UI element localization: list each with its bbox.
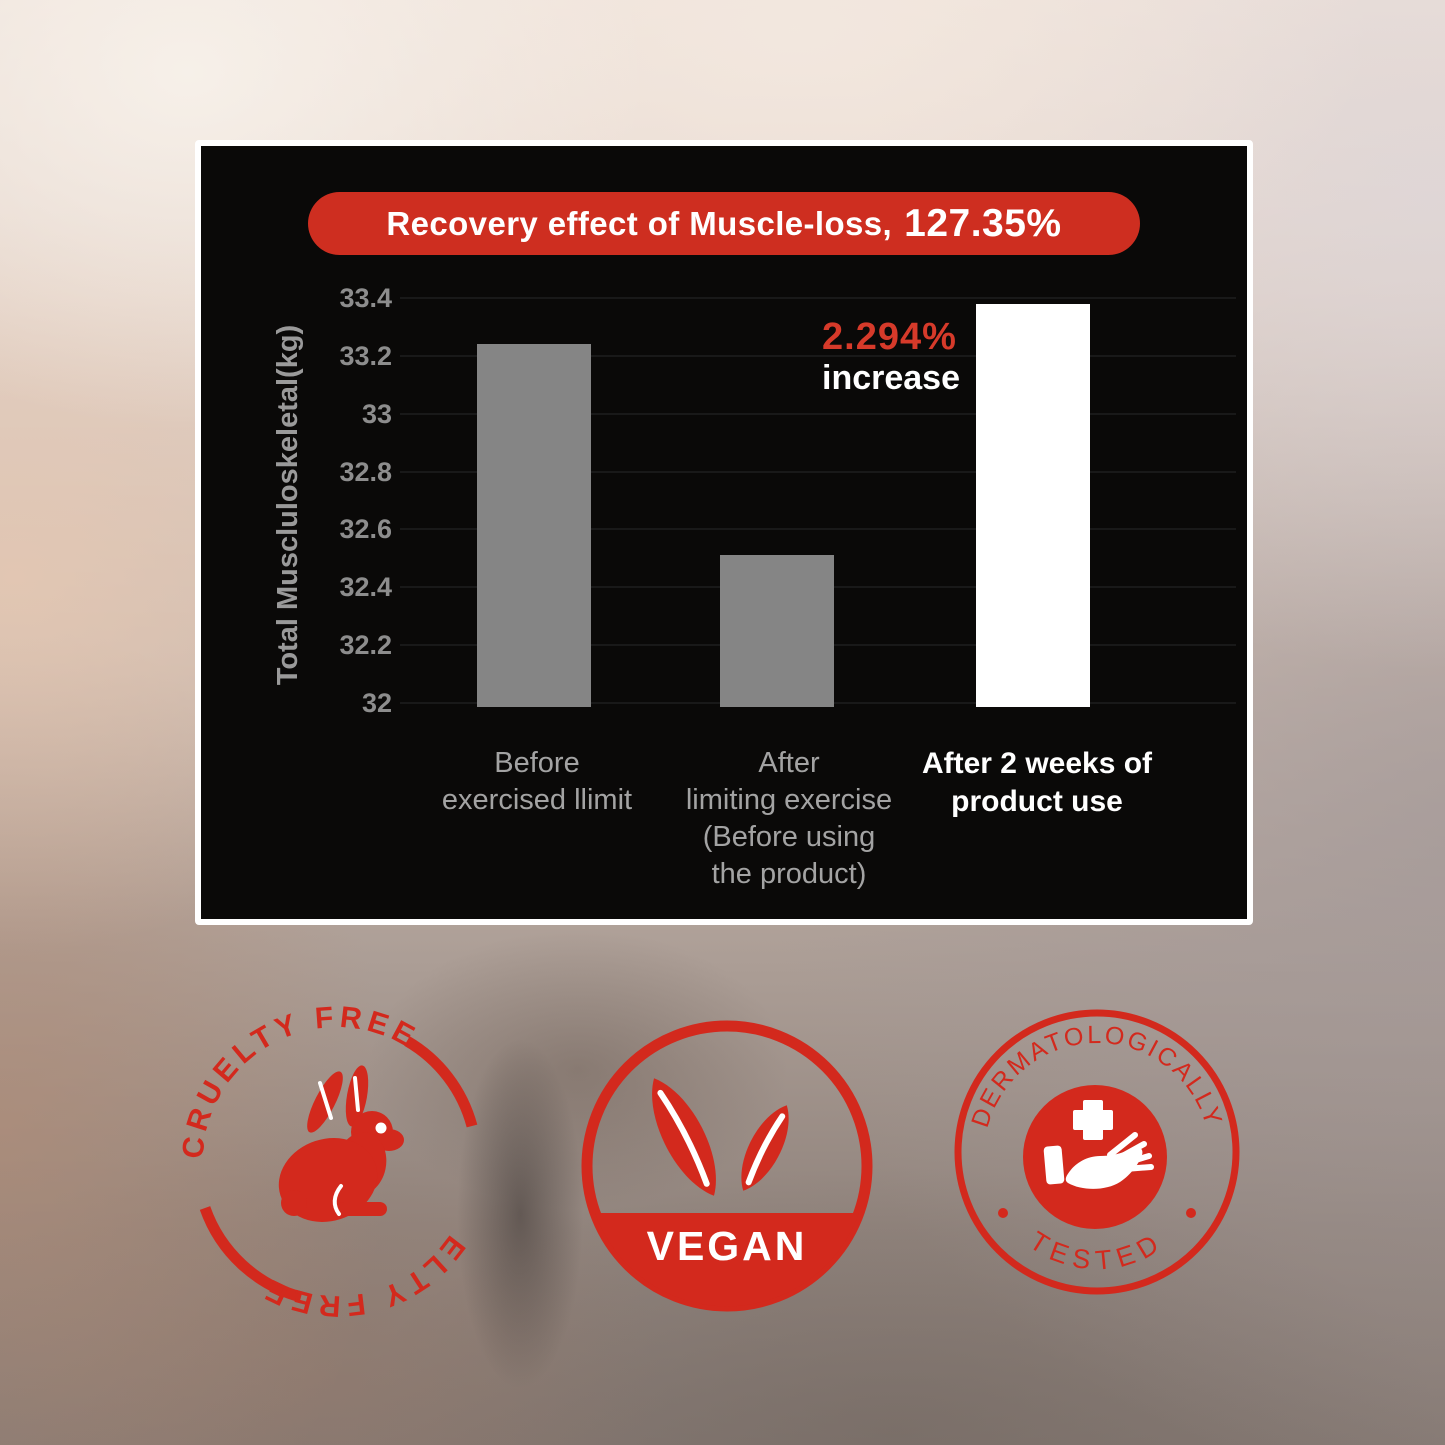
gridline — [400, 412, 1236, 415]
chart-title-banner: Recovery effect of Muscle-loss, 127.35% — [308, 192, 1140, 255]
derm-dot-left — [998, 1208, 1008, 1218]
gridline — [400, 297, 1236, 299]
vegan-band — [595, 1213, 859, 1307]
vegan-badge: VEGAN — [581, 1020, 873, 1312]
chart-title-text: Recovery effect of Muscle-loss, — [386, 204, 893, 242]
increase-annotation: 2.294% increase — [822, 316, 960, 397]
x-category-line: exercised llimit — [441, 784, 633, 817]
x-category-line: limiting exercise — [685, 784, 893, 817]
x-category-label: Before exercised llimit — [397, 745, 677, 819]
y-tick-label: 33 — [361, 398, 392, 429]
dermatologically-tested-badge: DERMATOLOGICALLY TESTED — [954, 1009, 1240, 1295]
chart-title-value: 127.35% — [904, 201, 1062, 245]
x-category-line: After 2 weeks of — [921, 747, 1153, 780]
x-category-line: the product) — [711, 858, 867, 891]
x-category-label: After 2 weeks of product use — [897, 745, 1177, 822]
badge-arc-top-right — [404, 1036, 478, 1128]
rabbit-eye — [375, 1122, 387, 1134]
cruelty-free-bottom-text: ELTY FREE — [256, 1230, 471, 1323]
y-tick-label: 32.4 — [339, 572, 392, 603]
x-category-line: product use — [951, 785, 1123, 819]
derm-outer-ring — [954, 1009, 1240, 1295]
gridline — [400, 354, 1236, 357]
x-category-line: After — [758, 747, 820, 779]
y-tick-label: 32.2 — [339, 630, 392, 661]
gridline — [400, 470, 1236, 473]
annotation-word: increase — [822, 358, 960, 397]
x-category-line: Before — [494, 747, 580, 779]
bar — [477, 344, 591, 707]
y-tick-label: 32.8 — [339, 456, 392, 487]
y-tick-label: 32 — [361, 688, 392, 718]
chart-plot: 33.4 33.2 33 32.8 32.6 32.4 32.2 32 Before exerci… — [201, 146, 1247, 919]
derm-bottom-text: TESTED — [1024, 1225, 1169, 1275]
x-category-label: After limiting exercise (Before using the p… — [649, 745, 929, 893]
bar — [720, 555, 834, 707]
cross-icon — [1073, 1100, 1113, 1140]
hand-with-cross-icon — [1043, 1132, 1154, 1189]
leaves-icon — [652, 1078, 789, 1196]
gridline — [400, 528, 1236, 531]
y-tick-label: 32.6 — [339, 514, 392, 545]
cruelty-free-badge: CRUELTY FREE ELTY FREE — [176, 1001, 478, 1323]
y-tick-label: 33.4 — [339, 283, 392, 313]
vegan-label: VEGAN — [647, 1223, 808, 1269]
annotation-percent: 2.294% — [822, 316, 957, 358]
chart-panel: Recovery effect of Muscle-loss, 127.35% … — [195, 140, 1253, 925]
y-tick-label: 33.2 — [339, 340, 392, 371]
badge-arc-bottom-left — [199, 1206, 303, 1303]
x-category-line: (Before using — [702, 821, 876, 854]
derm-dot-right — [1186, 1208, 1196, 1218]
bar — [976, 303, 1090, 707]
rabbit-icon — [278, 1065, 404, 1222]
